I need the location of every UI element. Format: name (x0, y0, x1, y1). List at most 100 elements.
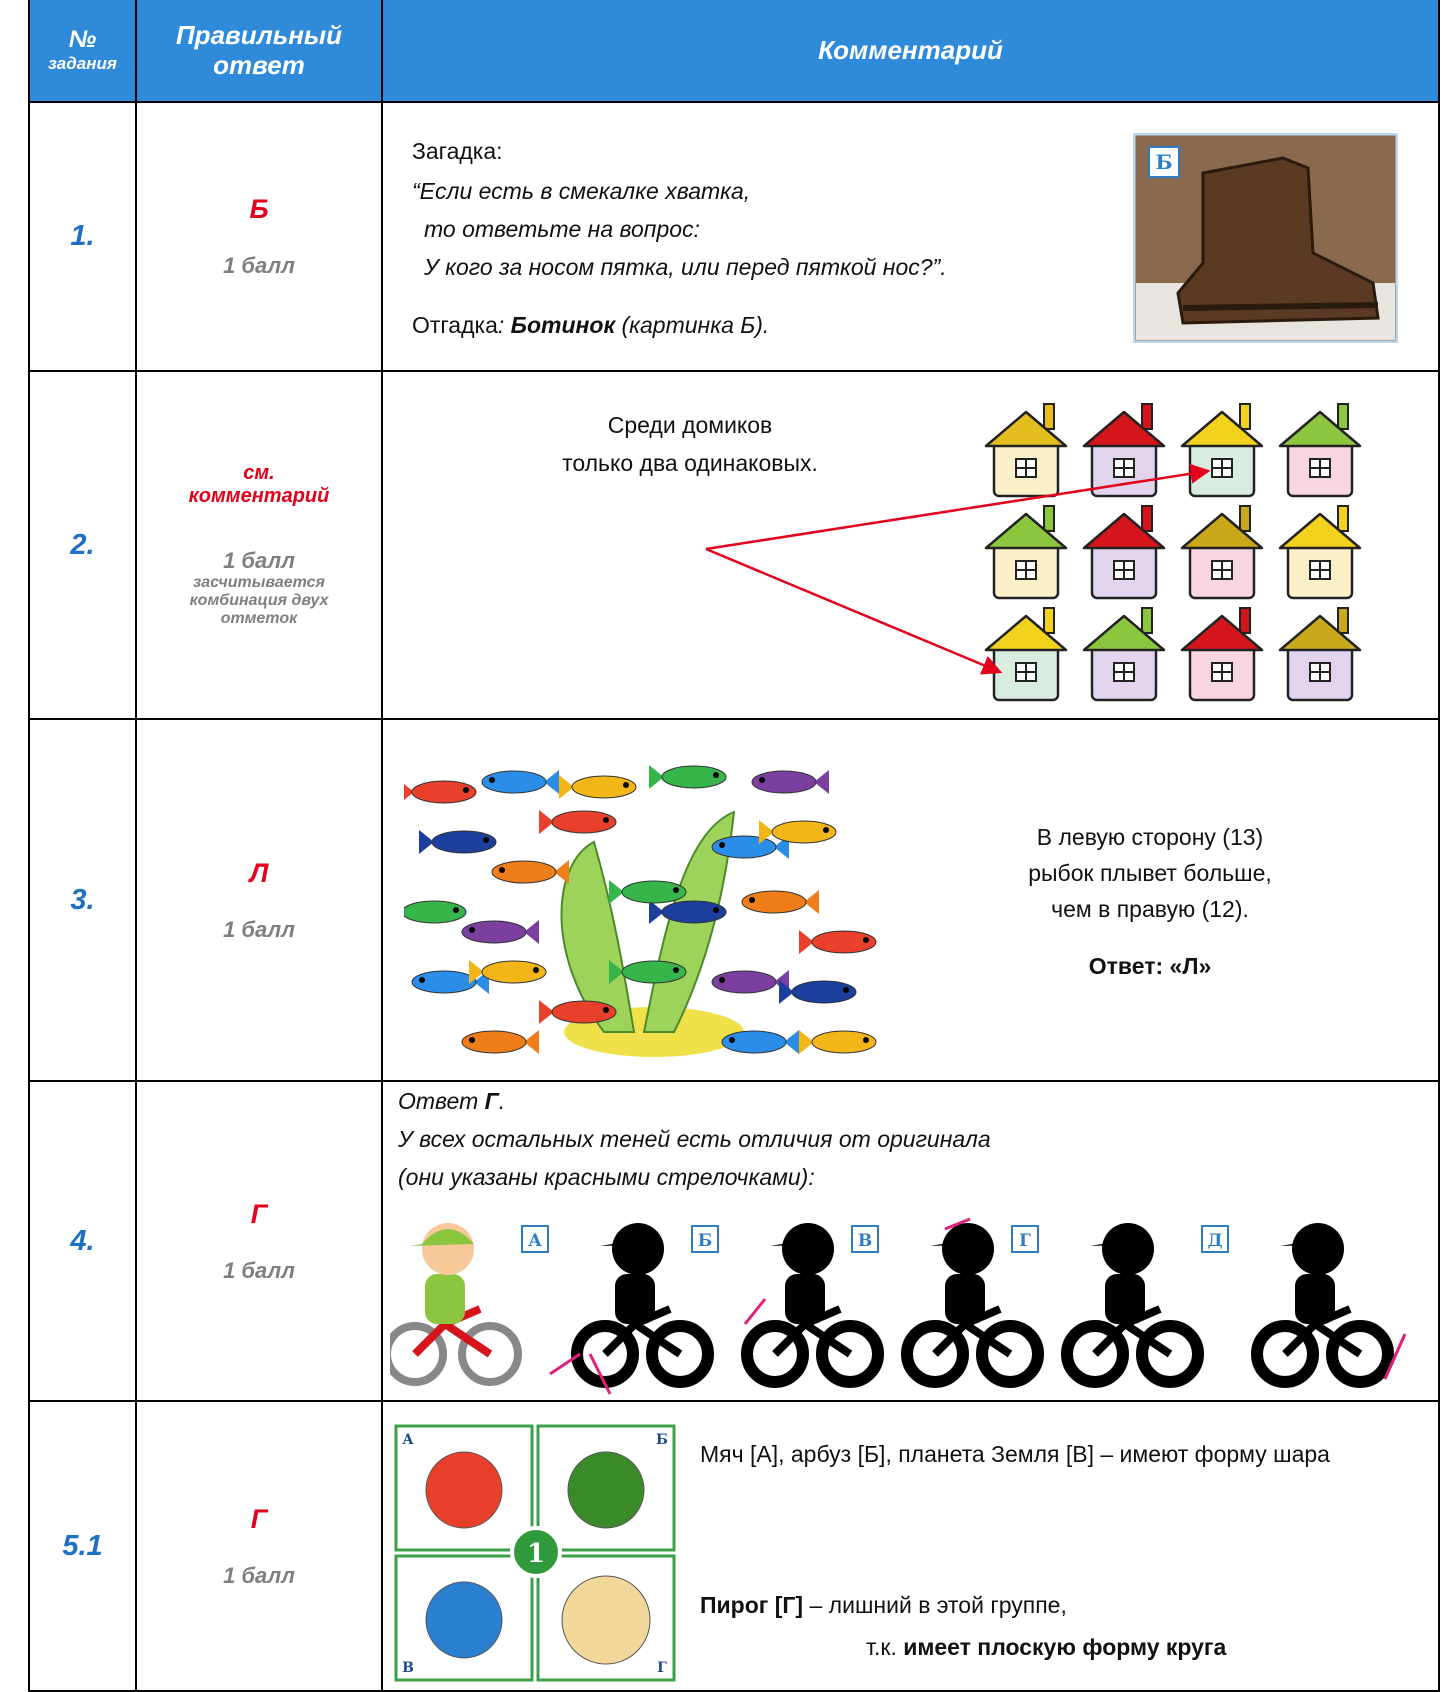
window-cross (1114, 561, 1134, 579)
roof (984, 410, 1068, 448)
wheel (1326, 1320, 1394, 1388)
text: : (497, 312, 511, 338)
arrow (705, 463, 1211, 551)
window-cross (1212, 459, 1232, 477)
solution: Отгадка: Ботинок (картинка Б). (412, 312, 769, 339)
fish-tail (469, 960, 484, 984)
fish-eye (673, 967, 679, 973)
window-cross (1016, 561, 1036, 579)
label-box (521, 1225, 549, 1253)
header-cell: Правильный ответ (137, 0, 381, 100)
body (1295, 1274, 1335, 1324)
fish-tail (814, 770, 829, 794)
fish (491, 860, 557, 884)
border (29, 370, 1440, 372)
badge-label: 1 (527, 1539, 545, 1569)
difference-arrow (1383, 1333, 1407, 1380)
badge (510, 1526, 562, 1578)
fish-tail (804, 890, 819, 914)
fish-eye (469, 1037, 475, 1043)
fish-eye (759, 777, 765, 783)
fish-tail (799, 1030, 814, 1054)
wheel (1061, 1320, 1129, 1388)
roof (984, 614, 1068, 652)
border (29, 1080, 1440, 1082)
roof (1082, 512, 1166, 550)
chimney (1337, 403, 1349, 430)
wheel (976, 1320, 1044, 1388)
border (29, 1690, 1440, 1692)
fish-eye (823, 827, 829, 833)
border (29, 718, 1440, 720)
chimney (1239, 403, 1251, 430)
label-box (691, 1225, 719, 1253)
image-label: В (858, 1231, 872, 1251)
task-number: 4. (70, 1224, 95, 1257)
fish (571, 775, 637, 799)
fish (751, 770, 817, 794)
image-label: Б (1155, 150, 1172, 174)
cap (770, 1229, 834, 1246)
number-cell: 3. (30, 720, 135, 1080)
chimney (1141, 607, 1153, 634)
body (615, 1274, 655, 1324)
border (29, 1400, 1440, 1402)
fish (661, 765, 727, 789)
text: т.к. имеет плоскую форму круга (866, 1634, 1226, 1661)
chimney (1043, 403, 1055, 430)
text: имеет плоскую форму круга (903, 1634, 1227, 1660)
number-cell: 4. (30, 1082, 135, 1400)
text: . (498, 1088, 506, 1114)
picture-frame (394, 1424, 534, 1552)
number-cell: 2. (30, 372, 135, 718)
text: только два одинаковых. (562, 450, 818, 476)
label-box (1011, 1225, 1039, 1253)
fish (791, 980, 857, 1004)
text: Ответ: «Л» (1088, 953, 1212, 979)
cap (930, 1229, 994, 1246)
header-number: № (68, 26, 97, 53)
window-cross (1310, 663, 1330, 681)
header-answer: Правильный ответ (175, 20, 343, 80)
fish-eye (453, 907, 459, 913)
fish (621, 880, 687, 904)
number-cell: 1. (30, 103, 135, 370)
chimney (1239, 505, 1251, 532)
fish-tail (539, 810, 554, 834)
text: (картинка Б). (615, 312, 770, 338)
text: У всех остальных теней есть отличия от о… (398, 1126, 991, 1152)
image-label: Г (1019, 1231, 1031, 1251)
label-box (1148, 146, 1180, 178)
wheel (646, 1320, 714, 1388)
label-box (851, 1225, 879, 1253)
wheel (1136, 1320, 1204, 1388)
bikes-image: А Б В Г Д (390, 1217, 1407, 1395)
border (1438, 0, 1440, 1692)
fish-eye (713, 907, 719, 913)
task-number: 1. (70, 220, 95, 252)
wheel (901, 1320, 969, 1388)
fish-eye (499, 867, 505, 873)
round-object (425, 1581, 503, 1659)
difference-arrow (549, 1352, 581, 1376)
header-cell: Комментарий (383, 0, 1438, 100)
fish (404, 900, 467, 924)
fish (461, 920, 527, 944)
border (135, 0, 137, 1692)
text: (они указаны красными стрелочками): (398, 1164, 815, 1190)
fish-tail (759, 820, 774, 844)
fish-tail (609, 960, 624, 984)
fish-eye (603, 817, 609, 823)
fish-eye (489, 777, 495, 783)
fish-tail (404, 784, 414, 800)
answer: Л (249, 857, 269, 888)
fish (481, 960, 547, 984)
answer-cell: Л 1 балл (137, 720, 381, 1080)
fish (551, 810, 617, 834)
image-label: В (402, 1660, 414, 1676)
arrow (705, 547, 1003, 675)
houses-image (984, 403, 1362, 702)
fish (811, 1030, 877, 1054)
roof (1082, 410, 1166, 448)
